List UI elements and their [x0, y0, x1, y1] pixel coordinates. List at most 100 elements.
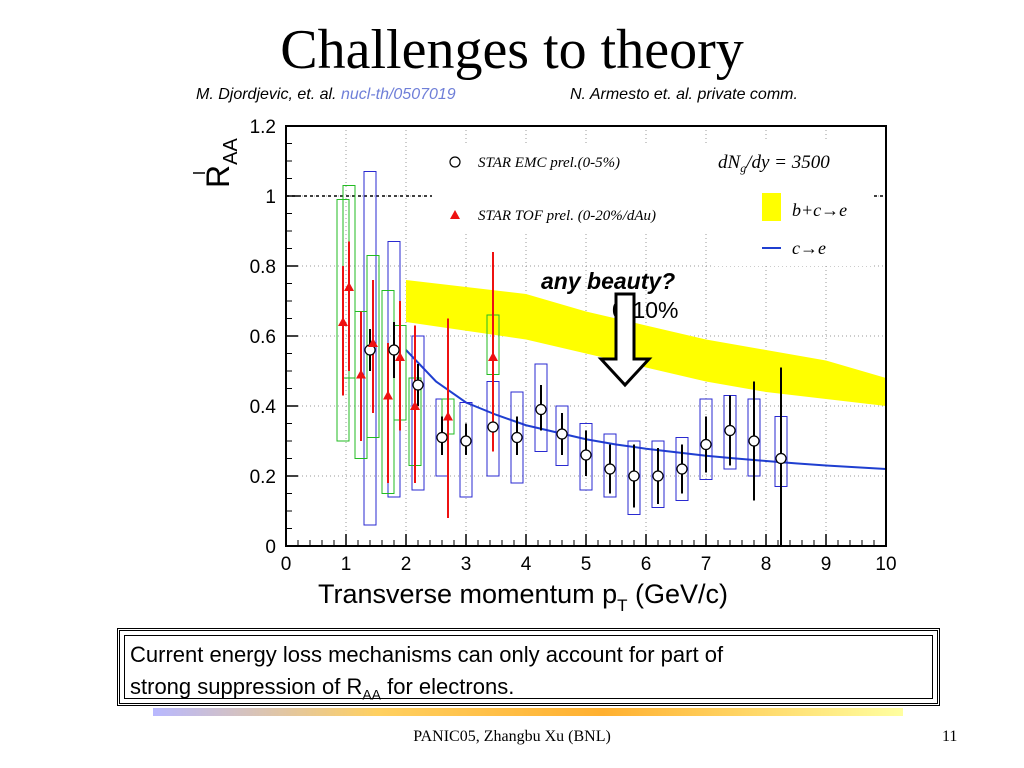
emc-sys-box	[459, 402, 473, 498]
dndy-sub: g	[740, 161, 746, 175]
tof-point	[356, 369, 366, 379]
y-tick-label: 0	[265, 537, 276, 558]
y-tick-label: 0.6	[250, 327, 276, 348]
y-tick-label: 0.8	[250, 257, 276, 278]
axis-labels-layer: Transverse momentum pT (GeV/c) RAA	[193, 138, 728, 615]
emc-point	[628, 470, 640, 482]
reference-djordjevic: M. Djordjevic, et. al. nucl-th/0507019	[196, 86, 456, 104]
x-axis-label: Transverse momentum pT (GeV/c)	[318, 579, 728, 615]
tof-point	[443, 411, 453, 421]
emc-point	[652, 470, 664, 482]
x-tick-label: 4	[521, 554, 532, 575]
emc-sys-box	[651, 440, 665, 508]
dndy-suffix: /dy = 3500	[745, 152, 830, 173]
emc-point	[511, 431, 523, 444]
y-tick-label: 0.4	[250, 397, 277, 418]
emc-point	[700, 438, 712, 451]
callout-line-2: strong suppression of RAA for electrons.	[130, 671, 723, 710]
band-layer	[406, 280, 886, 406]
x-tick-label: 5	[581, 554, 592, 575]
tof-point	[368, 338, 378, 347]
y-axis-label-sub: AA	[220, 138, 242, 165]
legend-emc-label: STAR EMC prel.(0-5%)	[478, 155, 620, 171]
emc-point	[724, 424, 736, 437]
emc-point	[535, 403, 547, 416]
tick-labels-layer: 0 1 2 3 4 5 6 7 8 9 10 0 0.2 0.4 0.6 0.8 1 1.2	[250, 117, 897, 575]
legend-box-right	[712, 142, 872, 266]
svg-text:RAA: RAA	[200, 138, 242, 188]
legend-bc-swatch	[762, 193, 781, 221]
reference-link[interactable]: nucl-th/0507019	[340, 86, 456, 103]
emc-sys-box	[555, 405, 569, 466]
callout-inner-border	[124, 635, 933, 699]
down-arrow	[597, 292, 653, 388]
reference-authors: M. Djordjevic, et. al.	[196, 86, 337, 103]
tof-point	[338, 317, 348, 326]
raa-chart: 0 1 2 3 4 5 6 7 8 9 10 0 0.2 0.4 0.6 0.8 1 1.2 STAR EMC p…	[193, 117, 897, 615]
x-tick-label: 1	[341, 554, 352, 575]
page-number: 11	[942, 728, 958, 745]
c-curve	[405, 349, 887, 470]
emc-sys-box	[411, 335, 425, 491]
emc-point	[676, 463, 688, 475]
legend-c-label: c→e	[792, 238, 826, 258]
x-tick-label: 6	[641, 554, 652, 575]
emc-sys-box	[603, 433, 617, 498]
callout-text: Current energy loss mechanisms can only …	[130, 639, 723, 710]
dndy-text: dN	[718, 152, 742, 173]
y-tick-label: 1.2	[250, 117, 276, 138]
y-tick-label: 1	[265, 187, 276, 208]
x-tick-label: 2	[401, 554, 412, 575]
emc-point	[412, 379, 424, 391]
emc-point	[604, 463, 616, 475]
callout-line-2-prefix: strong suppression of R	[130, 674, 363, 699]
dndy-annotation: dNg/dy = 3500	[718, 152, 830, 175]
emc-point	[580, 449, 592, 461]
tof-point	[344, 282, 354, 291]
emc-sys-box	[675, 437, 689, 501]
footer-text: PANIC05, Zhangbu Xu (BNL)	[413, 728, 611, 745]
y-axis-label-text: R	[200, 165, 236, 188]
y-axis-label: RAA	[200, 138, 242, 188]
emc-point	[436, 431, 448, 444]
legend-emc-marker	[449, 156, 461, 168]
emc-sys-box	[699, 398, 713, 480]
legend-tof-marker	[450, 210, 460, 219]
emc-sys-box	[627, 440, 641, 515]
slide-title: Challenges to theory	[280, 19, 744, 81]
x-tick-label: 7	[701, 554, 712, 575]
emc-sys-box	[534, 363, 548, 452]
curve-layer	[405, 349, 887, 470]
axes-layer	[285, 125, 887, 547]
conclusion-callout: Current energy loss mechanisms can only …	[117, 628, 940, 706]
x-tick-label: 10	[875, 554, 896, 575]
legend-bc-label: b+c→e	[792, 200, 847, 220]
tof-point	[488, 352, 498, 361]
tof-point	[383, 390, 393, 400]
points-layer	[338, 282, 787, 482]
legend-tof-label: STAR TOF prel. (0-20%/dAu)	[478, 208, 656, 224]
annotation-layer: any beauty? 0-10%	[541, 268, 678, 388]
x-tick-label: 0	[281, 554, 292, 575]
reference-armesto: N. Armesto et. al. private comm.	[570, 86, 798, 103]
legend-layer: STAR EMC prel.(0-5%) STAR TOF prel. (0-2…	[432, 142, 872, 266]
emc-point	[748, 435, 760, 447]
legend-box-left	[432, 145, 712, 233]
tof-point	[395, 352, 405, 361]
emc-point	[775, 452, 787, 465]
callout-line-2-suffix: for electrons.	[381, 674, 515, 699]
emc-sys-box	[510, 391, 524, 484]
x-axis-label-suffix: (GeV/c)	[628, 579, 729, 609]
x-axis-label-sub: T	[617, 596, 627, 615]
decorative-gradient-bar	[153, 708, 903, 716]
tof-point	[410, 401, 420, 410]
callout-line-2-sub: AA	[362, 686, 382, 703]
emc-point	[487, 421, 499, 433]
bc-band	[406, 280, 886, 406]
x-axis-label-text: Transverse momentum p	[318, 579, 617, 609]
emc-point	[556, 428, 568, 440]
callout-line-1: Current energy loss mechanisms can only …	[130, 642, 724, 667]
y-tick-label: 0.2	[250, 467, 276, 488]
x-tick-label: 9	[821, 554, 832, 575]
any-beauty-annotation: any beauty?	[541, 268, 675, 294]
